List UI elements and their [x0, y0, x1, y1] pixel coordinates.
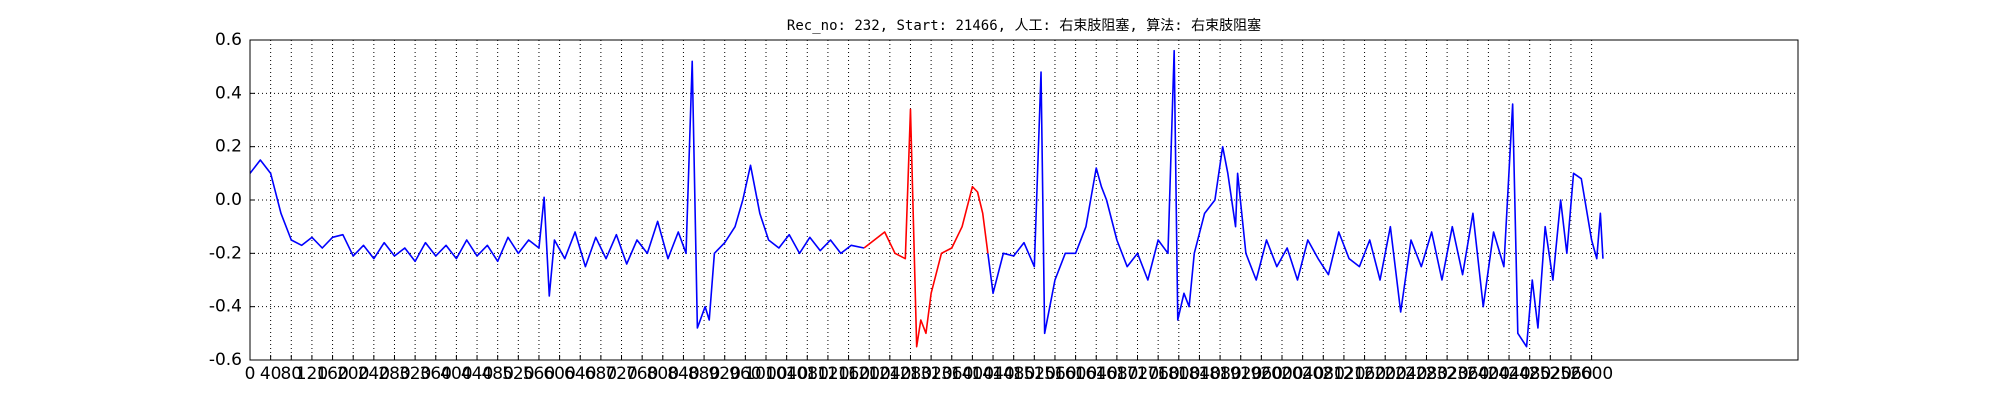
y-tick-label: -0.6 [209, 350, 242, 370]
x-tick-label: 880 [688, 364, 720, 384]
x-tick-label: 2400 [1467, 364, 1510, 384]
x-tick-label: 2080 [1302, 364, 1345, 384]
x-tick-label: 1480 [992, 364, 1035, 384]
x-tick-label: 2240 [1384, 364, 1427, 384]
x-tick-label: 1720 [1116, 364, 1159, 384]
x-tick-label: 680 [585, 364, 617, 384]
x-tick-label: 1240 [868, 364, 911, 384]
x-tick-label: 360 [420, 364, 452, 384]
y-tick-label: -0.2 [209, 243, 242, 263]
x-tick-label: 1280 [889, 364, 932, 384]
x-tick-label: 480 [481, 364, 513, 384]
x-tick-label: 1200 [848, 364, 891, 384]
x-tick-label: 280 [378, 364, 410, 384]
x-tick-label: 80 [280, 364, 302, 384]
x-tick-label: 1520 [1013, 364, 1056, 384]
x-tick-label: 1040 [765, 364, 808, 384]
x-tick-label: 2040 [1281, 364, 1324, 384]
x-tick-label: 720 [605, 364, 637, 384]
x-tick-label: 1080 [786, 364, 829, 384]
y-tick-label: 0.6 [215, 30, 242, 50]
x-tick-label: 800 [647, 364, 679, 384]
x-tick-label: 1000 [744, 364, 787, 384]
chart-title: Rec_no: 232, Start: 21466, 人工: 右束肢阻塞, 算法… [787, 17, 1261, 34]
x-tick-label: 600 [543, 364, 575, 384]
x-tick-label: 520 [502, 364, 534, 384]
data-line [249, 49, 1604, 348]
x-tick-label: 2000 [1260, 364, 1303, 384]
x-tick-label: 320 [399, 364, 431, 384]
x-tick-label: 840 [667, 364, 699, 384]
data-line [863, 108, 989, 348]
x-tick-label: 1960 [1240, 364, 1283, 384]
x-tick-label: 1680 [1095, 364, 1138, 384]
plot-frame [249, 39, 1799, 361]
x-tick-label: 1560 [1033, 364, 1076, 384]
x-tick-label: 1800 [1157, 364, 1200, 384]
x-tick-label: 240 [358, 364, 390, 384]
x-tick-label: 160 [316, 364, 348, 384]
x-tick-label: 2360 [1446, 364, 1489, 384]
x-tick-label: 1600 [1054, 364, 1097, 384]
x-tick-label: 1320 [909, 364, 952, 384]
x-tick-label: 2320 [1425, 364, 1468, 384]
x-tick-label: 2480 [1508, 364, 1551, 384]
x-tick-label: 1920 [1219, 364, 1262, 384]
y-tick-label: -0.4 [209, 297, 242, 317]
x-tick-label: 1400 [951, 364, 994, 384]
x-tick-label: 2560 [1549, 364, 1592, 384]
x-tick-label: 2280 [1405, 364, 1448, 384]
x-tick-label: 440 [461, 364, 493, 384]
x-tick-label: 2120 [1322, 364, 1365, 384]
x-tick-label: 1160 [827, 364, 870, 384]
x-tick-label: 2520 [1529, 364, 1572, 384]
x-tick-label: 2600 [1570, 364, 1613, 384]
x-tick-label: 0 [245, 364, 256, 384]
x-tick-label: 920 [708, 364, 740, 384]
x-tick-label: 120 [296, 364, 328, 384]
x-tick-label: 1760 [1137, 364, 1180, 384]
x-tick-label: 2200 [1364, 364, 1407, 384]
x-tick-label: 640 [564, 364, 596, 384]
x-tick-label: 1640 [1075, 364, 1118, 384]
x-tick-label: 400 [440, 364, 472, 384]
y-tick-label: 0.4 [215, 83, 242, 103]
y-tick-label: 0.0 [215, 190, 242, 210]
x-tick-label: 760 [626, 364, 658, 384]
y-tick-label: 0.2 [215, 137, 242, 157]
x-tick-label: 1360 [930, 364, 973, 384]
x-tick-label: 1120 [806, 364, 849, 384]
x-tick-label: 2440 [1487, 364, 1530, 384]
x-tick-label: 200 [337, 364, 369, 384]
x-tick-label: 960 [729, 364, 761, 384]
x-tick-label: 1840 [1178, 364, 1221, 384]
x-tick-label: 560 [523, 364, 555, 384]
x-tick-label: 1880 [1198, 364, 1241, 384]
x-tick-label: 1440 [971, 364, 1014, 384]
x-tick-label: 40 [260, 364, 282, 384]
x-tick-label: 2160 [1343, 364, 1386, 384]
